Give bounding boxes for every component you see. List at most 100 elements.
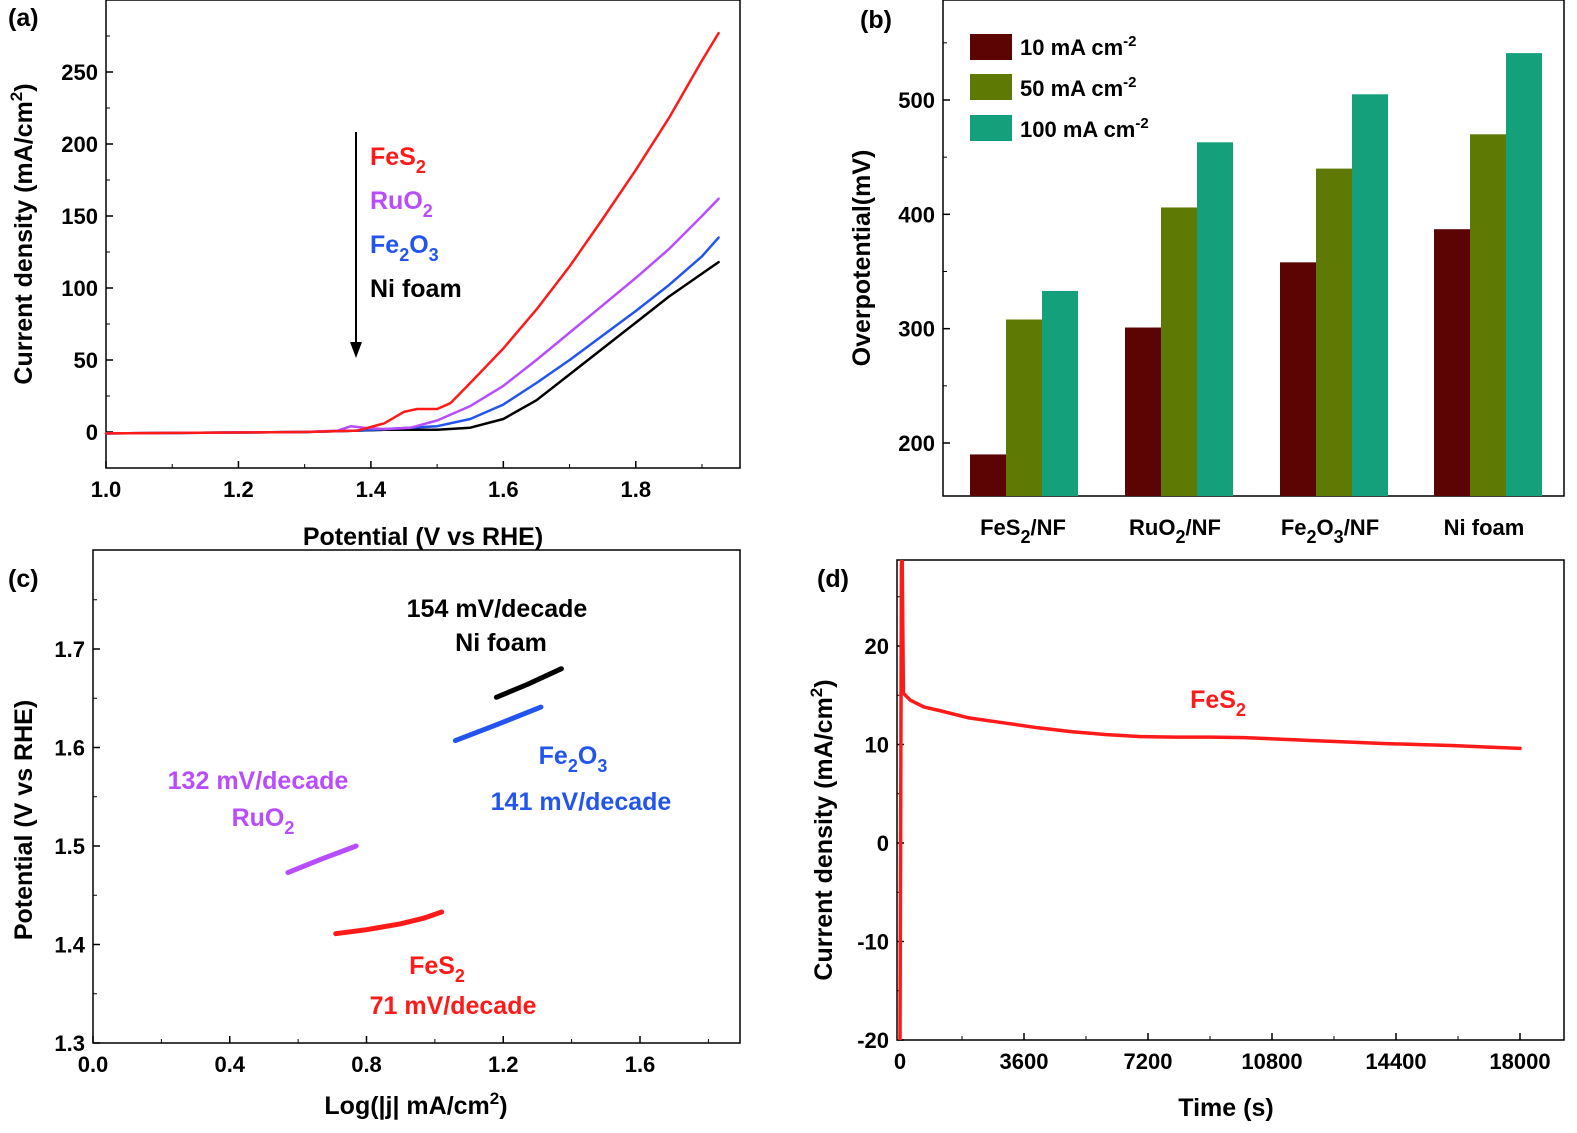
panel-c-ann-fes2-name: FeS2 bbox=[409, 952, 465, 986]
panel-b-ticks: 200 300 400 500 bbox=[898, 42, 950, 456]
panel-b-legend-label-100: 100 mA cm-2 bbox=[1020, 115, 1149, 142]
panel-b-legend-swatch-10 bbox=[970, 34, 1012, 60]
panel-b-bar-bar10-2 bbox=[1280, 262, 1316, 496]
panel-d-xtick-label: 10800 bbox=[1241, 1049, 1302, 1074]
panel-d-xtick-label: 0 bbox=[894, 1049, 906, 1074]
panel-b-bar-bar50-0 bbox=[1006, 319, 1042, 496]
panel-c-label: (c) bbox=[8, 565, 39, 593]
panel-d-ytick-label: -10 bbox=[857, 930, 889, 955]
panel-c-xtick-label: 1.2 bbox=[488, 1052, 519, 1077]
panel-b-bar-bar10-0 bbox=[970, 454, 1006, 496]
panel-b-legend-label-50: 50 mA cm-2 bbox=[1020, 74, 1136, 101]
panel-b-xtick-fe2o3: Fe2O3/NF bbox=[1281, 515, 1379, 547]
panel-c-ann-fe2o3-name: Fe2O3 bbox=[539, 742, 608, 776]
panel-c-xtick-label: 0.4 bbox=[214, 1052, 245, 1077]
panel-b-legend-swatch-100 bbox=[970, 115, 1012, 141]
panel-d-ytick-label: 10 bbox=[865, 733, 889, 758]
panel-b-bar-bar100-2 bbox=[1352, 94, 1388, 497]
panel-d-xtick-label: 14400 bbox=[1365, 1049, 1426, 1074]
panel-b-bar-bar50-3 bbox=[1470, 134, 1506, 497]
panel-c: (c) 0.0 0.4 0.8 1.2 1.6 1.3 1.4 1.5 1.6 1.7 154 m… bbox=[8, 549, 741, 1120]
panel-a-ticks: 1.0 1.2 1.4 1.6 1.8 0 50 100 150 200 250 bbox=[61, 35, 703, 502]
panel-c-ytick-label: 1.4 bbox=[54, 933, 85, 958]
panel-c-xtick-label: 0.8 bbox=[351, 1052, 382, 1077]
panel-c-ann-ruo2-value: 132 mV/decade bbox=[168, 767, 349, 795]
panel-c-lines bbox=[285, 666, 564, 937]
panel-c-xtick-label: 0.0 bbox=[78, 1052, 109, 1077]
panel-c-series-fes2 bbox=[333, 909, 445, 937]
panel-a-xtick-label: 1.0 bbox=[91, 477, 122, 502]
panel-c-ticks: 0.0 0.4 0.8 1.2 1.6 1.3 1.4 1.5 1.6 1.7 bbox=[54, 599, 709, 1077]
panel-b-bar-bar10-1 bbox=[1125, 327, 1161, 496]
panel-a-arrow-head bbox=[350, 342, 362, 358]
panel-a-xtick-label: 1.2 bbox=[223, 477, 254, 502]
panel-d-xtick-label: 3600 bbox=[1000, 1049, 1049, 1074]
panel-a-series-ruo2 bbox=[104, 197, 720, 435]
panel-c-ann-ni-name: Ni foam bbox=[455, 629, 547, 657]
panel-c-ann-fe2o3-value: 141 mV/decade bbox=[491, 788, 672, 816]
panel-b: (b) 200 300 400 500 10 mA cm-2 50 mA cm-2 1… bbox=[848, 0, 1565, 547]
panel-a-lines bbox=[104, 31, 720, 435]
panel-b-bar-bar100-3 bbox=[1506, 53, 1542, 497]
panel-a-ytick-label: 150 bbox=[61, 204, 98, 229]
panel-a-ytick-label: 200 bbox=[61, 132, 98, 157]
panel-a-legend-ruo2: RuO2 bbox=[370, 187, 433, 221]
panel-b-frame bbox=[942, 0, 1565, 497]
panel-a-ytick-label: 0 bbox=[86, 420, 98, 445]
panel-d-ticks: 0 3600 7200 10800 14400 18000 -20 -10 0 10 20 bbox=[857, 596, 1551, 1074]
panel-d-ytick-label: 0 bbox=[877, 831, 889, 856]
panel-d-xtick-label: 18000 bbox=[1489, 1049, 1550, 1074]
panel-a-frame bbox=[105, 0, 741, 469]
panel-b-xtick-fes2: FeS2/NF bbox=[980, 515, 1066, 547]
panel-d-ytick-label: 20 bbox=[865, 634, 889, 659]
panel-d-frame bbox=[896, 559, 1565, 1041]
panel-b-bars bbox=[970, 53, 1542, 497]
panel-c-ylabel: Potential (V vs RHE) bbox=[10, 700, 38, 940]
panel-a-ytick-label: 100 bbox=[61, 276, 98, 301]
panel-d-ylabel: Current density (mA/cm2) bbox=[807, 679, 838, 980]
panel-c-ytick-label: 1.7 bbox=[54, 637, 85, 662]
panel-b-bar-bar100-0 bbox=[1042, 290, 1078, 496]
panel-d-series-fes2 bbox=[898, 560, 1522, 1040]
panel-b-xtick-nifoam: Ni foam bbox=[1444, 515, 1525, 540]
panel-c-series-fe2o3 bbox=[452, 704, 544, 744]
panel-d-ytick-label: -20 bbox=[857, 1028, 889, 1053]
panel-a-label: (a) bbox=[8, 4, 39, 32]
panel-b-ytick-label: 200 bbox=[898, 431, 935, 456]
panel-c-ytick-label: 1.6 bbox=[54, 736, 85, 761]
panel-a-xtick-label: 1.4 bbox=[356, 477, 387, 502]
panel-c-ann-ni-value: 154 mV/decade bbox=[407, 595, 588, 623]
panel-b-ytick-label: 300 bbox=[898, 317, 935, 342]
panel-b-label: (b) bbox=[860, 6, 892, 34]
panel-b-ytick-label: 500 bbox=[898, 88, 935, 113]
panel-b-ytick-label: 400 bbox=[898, 202, 935, 227]
panel-c-xlabel: Log(|j| mA/cm2) bbox=[324, 1089, 507, 1120]
panel-a-ytick-label: 50 bbox=[74, 348, 98, 373]
panel-b-bar-bar10-3 bbox=[1434, 229, 1470, 497]
panel-b-ylabel: Overpotential(mV) bbox=[848, 150, 876, 367]
panel-a-series-fes2 bbox=[104, 31, 720, 435]
panel-a-legend-nifoam: Ni foam bbox=[370, 275, 462, 303]
panel-c-ann-ruo2-name: RuO2 bbox=[232, 804, 295, 838]
panel-a-series-fe2o3 bbox=[104, 236, 720, 435]
panel-d-plot-area bbox=[898, 560, 1522, 1040]
panel-b-legend-label-10: 10 mA cm-2 bbox=[1020, 33, 1136, 60]
panel-b-legend-swatch-50 bbox=[970, 74, 1012, 100]
panel-b-bar-bar50-1 bbox=[1161, 207, 1197, 496]
panel-a-ytick-label: 250 bbox=[61, 60, 98, 85]
panel-a-legend-fe2o3: Fe2O3 bbox=[370, 231, 439, 265]
panel-c-series-ruo2 bbox=[285, 843, 359, 876]
panel-a-xtick-label: 1.8 bbox=[620, 477, 651, 502]
panel-a-xlabel: Potential (V vs RHE) bbox=[303, 523, 543, 551]
panel-b-bar-bar100-1 bbox=[1197, 142, 1233, 496]
panel-c-ytick-label: 1.3 bbox=[54, 1031, 85, 1056]
panel-d-xlabel: Time (s) bbox=[1178, 1094, 1273, 1122]
panel-c-ytick-label: 1.5 bbox=[54, 834, 85, 859]
panel-a-xtick-label: 1.6 bbox=[488, 477, 519, 502]
panel-c-xtick-label: 1.6 bbox=[625, 1052, 656, 1077]
panel-a-ylabel: Current density (mA/cm2) bbox=[7, 83, 38, 384]
panel-b-bar-bar50-2 bbox=[1316, 168, 1352, 496]
panel-d: (d) 0 3600 7200 10800 14400 18000-20-1001020 … bbox=[807, 559, 1565, 1122]
